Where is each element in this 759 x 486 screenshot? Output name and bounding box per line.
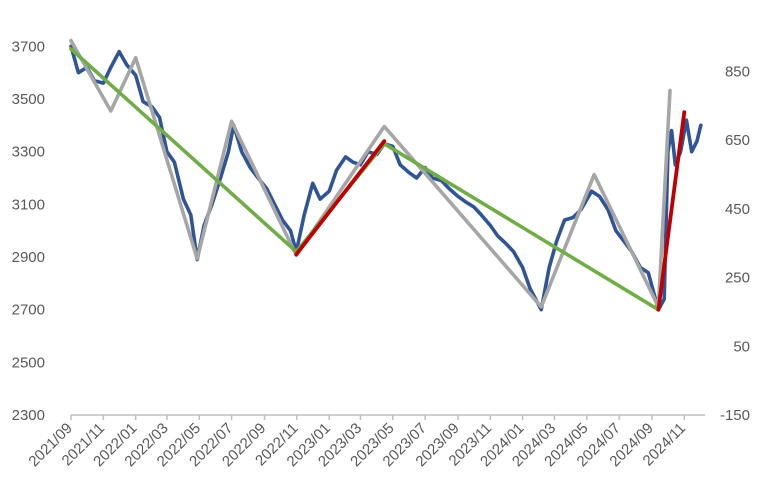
y-left-tick-label: 3500	[12, 91, 45, 108]
zigzag-line	[69, 38, 672, 309]
y-left-tick-label: 3700	[12, 38, 45, 55]
y-right-tick-label: -150	[720, 407, 750, 424]
y-left-tick-label: 2500	[12, 354, 45, 371]
trend-up-line-2	[656, 110, 687, 312]
trend-up-line-1	[294, 139, 387, 257]
y-right-tick-label: 650	[725, 132, 750, 149]
y-right-tick-label: 50	[733, 338, 750, 355]
y-left-tick-label: 3100	[12, 196, 45, 213]
y-right-tick-label: 450	[725, 201, 750, 218]
y-left-tick-label: 3300	[12, 144, 45, 161]
y-left-tick-label: 2300	[12, 407, 45, 424]
y-axis-left-ticks: 2300 2500 2700 2900 3100 3300 3500 3700	[12, 38, 45, 424]
x-axis-ticks: 2021/092021/112022/012022/032022/052022/…	[25, 415, 689, 470]
y-axis-right-ticks: -150 50 250 450 650 850	[720, 64, 750, 424]
y-left-tick-label: 2700	[12, 302, 45, 319]
y-right-tick-label: 250	[725, 270, 750, 287]
index-line	[69, 44, 703, 312]
y-right-tick-label: 850	[725, 64, 750, 81]
series-layer	[69, 38, 703, 312]
y-left-tick-label: 2900	[12, 249, 45, 266]
trend-down-line	[69, 47, 661, 312]
